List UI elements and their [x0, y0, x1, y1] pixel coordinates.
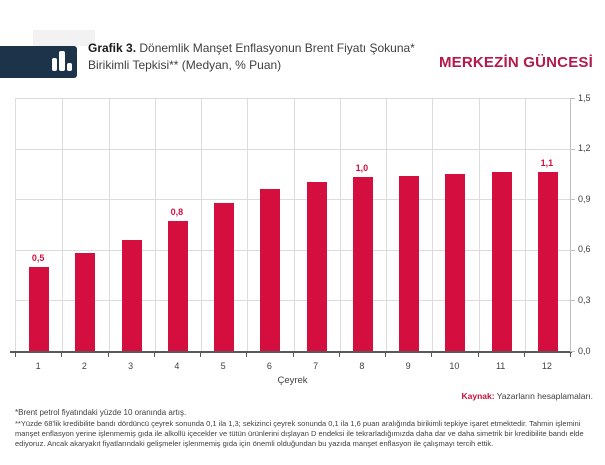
bar: [491, 172, 512, 351]
bar: [121, 239, 142, 351]
x-axis-tick: [570, 353, 571, 357]
x-axis-tick: [385, 353, 386, 357]
bar-value-label: 0,5: [31, 252, 45, 263]
bar: [214, 202, 235, 351]
v-gridline: [154, 98, 156, 351]
bar: [306, 182, 327, 351]
v-gridline: [432, 98, 434, 351]
x-category-label: 5: [220, 361, 226, 371]
x-axis-tick: [61, 353, 63, 357]
bar-chart-icon: [52, 51, 72, 71]
v-gridline: [524, 98, 526, 351]
bar: [167, 221, 188, 351]
x-category-label: 8: [359, 361, 365, 371]
bar: [260, 189, 281, 351]
y-axis-tick: [570, 199, 575, 201]
x-category-label: 6: [266, 361, 272, 371]
x-category-label: 9: [405, 361, 411, 371]
source-text: Yazarların hesaplamaları.: [494, 391, 593, 401]
y-tick-label: 0,6: [578, 244, 591, 255]
footnote-2: **Yüzde 68'lik kredibilite bandı dördünc…: [15, 419, 584, 448]
v-gridline: [339, 98, 341, 351]
x-axis-tick: [523, 353, 525, 357]
v-gridline: [108, 98, 110, 351]
x-axis-title: Çeyrek: [277, 375, 308, 386]
chart-title-text: Dönemlik Manşet Enflasyonun Brent Fiyatı…: [88, 41, 415, 72]
y-axis-tick: [570, 300, 575, 302]
y-axis-tick: [570, 351, 575, 352]
y-tick-label: 0,3: [578, 294, 591, 305]
chart-title: Grafik 3. Dönemlik Manşet Enflasyonun Br…: [88, 40, 423, 74]
x-axis-tick: [477, 353, 479, 357]
bar: [75, 253, 96, 351]
bar: [399, 175, 420, 351]
y-tick-label: 1,2: [578, 143, 591, 154]
v-gridline: [386, 98, 387, 351]
bar-value-label: 1,1: [540, 158, 554, 169]
y-axis-tick: [570, 98, 575, 99]
bar-value-label: 1,0: [355, 163, 369, 174]
v-gridline: [293, 98, 295, 351]
publication-masthead: MERKEZİN GÜNCESİ: [438, 54, 593, 71]
v-gridline: [62, 98, 64, 351]
x-axis-line: [10, 351, 572, 353]
x-axis-tick: [292, 353, 294, 357]
x-axis-tick: [153, 353, 155, 357]
y-tick-label: 0,0: [578, 345, 591, 356]
y-tick-label: 1,5: [578, 92, 591, 103]
bar: [29, 266, 50, 351]
bar: [352, 177, 373, 351]
y-axis-tick: [570, 249, 575, 251]
x-axis-tick: [107, 353, 109, 357]
logo-accent-block: [33, 30, 95, 46]
x-category-label: 12: [541, 361, 552, 371]
x-axis-tick: [15, 353, 16, 357]
v-gridline: [247, 98, 249, 351]
x-category-label: 10: [449, 361, 460, 371]
x-category-label: 1: [35, 361, 41, 371]
x-category-label: 11: [495, 361, 506, 371]
x-axis-tick: [200, 353, 201, 357]
x-category-label: 7: [313, 361, 319, 371]
x-axis-tick: [431, 353, 433, 357]
y-axis-line: [570, 98, 571, 351]
bar: [445, 173, 466, 351]
y-tick-label: 0,9: [578, 193, 591, 204]
x-axis-tick: [246, 353, 248, 357]
x-category-label: 3: [128, 361, 134, 371]
x-category-label: 4: [174, 361, 180, 371]
v-gridline: [478, 98, 480, 351]
v-gridline: [201, 98, 202, 351]
plot-area: [15, 98, 571, 351]
source-line: Kaynak: Yazarların hesaplamaları.: [461, 391, 593, 401]
x-category-label: 2: [81, 361, 87, 371]
bar-value-label: 0,8: [170, 207, 184, 218]
y-axis-tick: [570, 148, 575, 150]
bar: [537, 172, 558, 351]
source-label: Kaynak:: [461, 391, 495, 401]
x-axis-tick: [338, 353, 340, 357]
blog-logo: [0, 46, 77, 78]
footnote-1: *Brent petrol fiyatındaki yüzde 10 oranı…: [15, 408, 187, 417]
chart-title-number: Grafik 3.: [88, 41, 137, 55]
